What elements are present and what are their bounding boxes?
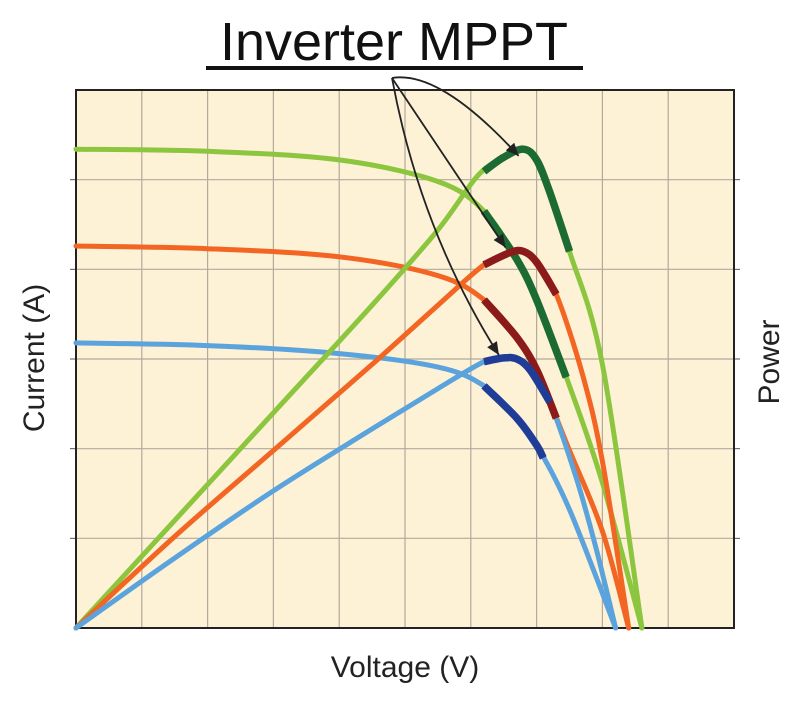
mppt-arrowhead-3 (487, 341, 499, 355)
mppt-arrowhead-2 (493, 233, 506, 248)
title-underline (206, 66, 583, 70)
mppt-power-highlight-1 (481, 145, 574, 253)
mppt-power-highlight-2 (482, 246, 560, 297)
plot-frame (75, 89, 735, 629)
mppt-current-highlight-1 (480, 208, 570, 379)
mppt-arrows (391, 76, 520, 356)
mppt-current-highlight-3 (481, 383, 547, 460)
mppt-power-highlight-3 (483, 353, 554, 404)
current-curve-3 (73, 340, 619, 631)
mppt-highlight-layer (480, 145, 574, 460)
x-axis-label: Voltage (V) (331, 651, 479, 684)
mppt-arrow-line-2 (391, 77, 507, 248)
y-axis-label-right: Power (753, 319, 786, 404)
mppt-arrow-line-3 (391, 77, 500, 356)
chart-title: Inverter MPPT (220, 12, 568, 72)
y-axis-label: Current (A) (18, 284, 51, 432)
mppt-arrowhead-1 (505, 142, 519, 156)
title-group: Inverter MPPT (206, 12, 583, 72)
mppt-arrow-line-1 (391, 76, 520, 157)
